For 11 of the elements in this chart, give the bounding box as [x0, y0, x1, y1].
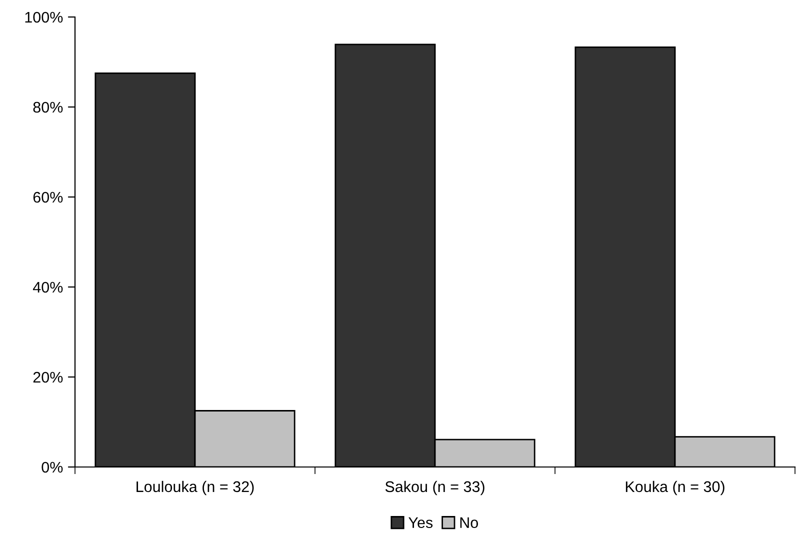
y-tick-label: 60% [33, 192, 63, 203]
y-tick-label: 20% [33, 372, 63, 383]
y-tick-label: 0% [42, 462, 63, 473]
y-tick-label: 100% [25, 12, 63, 23]
x-tick-label: Loulouka (n = 32) [136, 480, 254, 496]
legend-label: Yes [408, 517, 433, 528]
y-tick-label: 80% [33, 102, 63, 113]
legend-label: No [460, 517, 478, 528]
x-tick-label: Sakou (n = 33) [385, 480, 484, 496]
y-tick-label: 40% [32, 282, 63, 293]
x-tick-label: Kouka (n = 30) [626, 480, 724, 496]
